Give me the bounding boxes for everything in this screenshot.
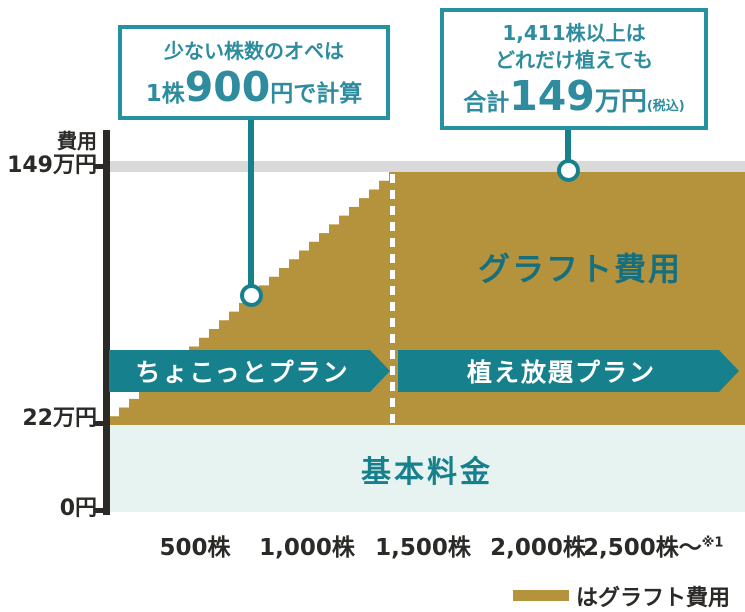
price-cap-tax-note: (税込) xyxy=(646,99,685,114)
callout-per-graft-price: 少ない株数のオペは 1株 900 円で計算 xyxy=(118,25,390,120)
callout-per-graft-line2: 1株 900 円で計算 xyxy=(145,62,363,111)
y-label-zero: 0円 xyxy=(59,496,97,521)
per-graft-suffix: 円で計算 xyxy=(270,80,363,107)
callout-per-graft-line1: 少ない株数のオペは xyxy=(164,38,344,63)
max-cost-cap-line xyxy=(109,161,745,172)
plan-banner-unlimited-label: 植え放題プラン xyxy=(466,358,656,387)
legend-label: はグラフト費用 xyxy=(576,586,731,611)
y-tick-zero xyxy=(95,508,104,513)
per-graft-prefix: 1株 xyxy=(145,80,185,107)
price-cap-line1: 1,411株以上は xyxy=(502,21,646,45)
plan-banner-small: ちょこっとプラン xyxy=(109,350,390,392)
legend-gold-swatch xyxy=(513,590,569,601)
x-label-1000: 1,000株 xyxy=(259,535,355,561)
y-axis-line xyxy=(103,130,110,515)
callout-pointer-line-right xyxy=(565,126,571,164)
y-tick-base xyxy=(95,421,104,426)
y-axis-title: 費用 xyxy=(57,129,97,153)
price-cap-prefix: 合計 xyxy=(463,90,510,116)
y-label-max: 149万円 xyxy=(7,153,97,178)
callout-pointer-line-left xyxy=(248,118,254,288)
x-label-2500-plus: 2,500株〜※1 xyxy=(583,528,723,562)
x-label-2000: 2,000株 xyxy=(490,535,586,561)
per-graft-price-value: 900 xyxy=(184,62,271,111)
y-label-base: 22万円 xyxy=(22,406,97,431)
callout-pointer-dot-right xyxy=(557,159,580,182)
x-label-2500-text: 2,500株〜 xyxy=(583,535,702,561)
price-cap-line2: どれだけ植えても xyxy=(495,48,653,72)
callout-pointer-dot-left xyxy=(240,284,263,307)
price-cap-unit: 万円 xyxy=(594,87,647,117)
footnote-marker: ※1 xyxy=(701,535,724,551)
base-fee-band: 基本料金 xyxy=(109,425,745,512)
callout-price-cap: 1,411株以上は どれだけ植えても 合計 149 万円 (税込) xyxy=(440,8,708,130)
plan-divider-dashed-line xyxy=(390,174,395,424)
x-label-500: 500株 xyxy=(159,535,231,561)
plan-banner-unlimited: 植え放題プラン xyxy=(398,350,739,392)
x-label-1500: 1,500株 xyxy=(375,535,471,561)
y-tick-max xyxy=(95,164,104,169)
graft-cost-area-label: グラフト費用 xyxy=(477,250,682,288)
plan-banner-small-label: ちょこっとプラン xyxy=(135,358,350,387)
price-cap-value: 149 xyxy=(509,72,595,120)
price-cap-line3: 合計 149 万円 (税込) xyxy=(463,76,685,118)
base-fee-label: 基本料金 xyxy=(361,454,493,490)
